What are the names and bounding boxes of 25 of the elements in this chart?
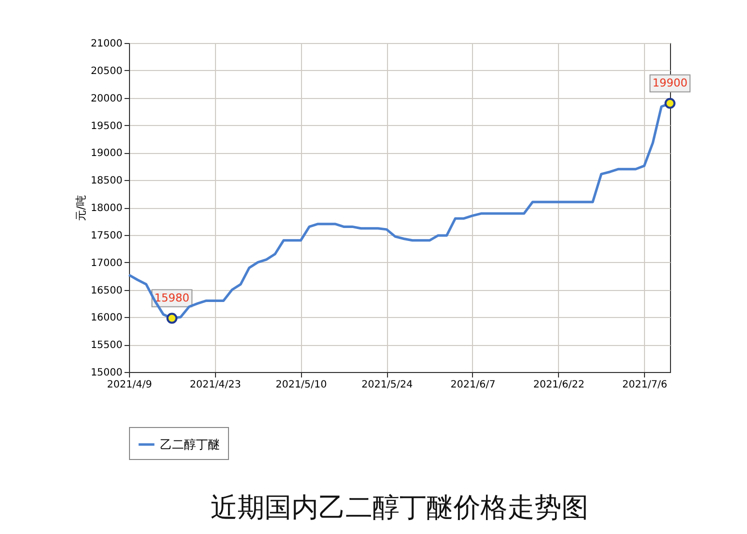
x-tick-label: 2021/4/23 bbox=[190, 380, 242, 390]
x-tick-label: 2021/5/10 bbox=[276, 380, 327, 390]
x-tick-label: 2021/5/24 bbox=[361, 380, 413, 390]
y-tick-label: 16500 bbox=[90, 285, 122, 296]
x-tick-label: 2021/6/22 bbox=[533, 380, 585, 390]
legend-label: 乙二醇丁醚 bbox=[160, 438, 220, 452]
x-tick-label: 2021/4/9 bbox=[107, 380, 152, 390]
y-tick-label: 20000 bbox=[90, 93, 122, 104]
y-tick-label: 19500 bbox=[90, 120, 122, 132]
y-axis-title: 元/吨 bbox=[74, 195, 88, 221]
y-tick-label: 18000 bbox=[90, 203, 122, 214]
data-label: 19900 bbox=[652, 76, 688, 90]
y-tick-label: 20500 bbox=[90, 66, 122, 77]
y-tick-label: 18500 bbox=[90, 176, 122, 187]
y-tick-label: 17000 bbox=[90, 258, 122, 269]
y-tick-label: 17500 bbox=[90, 230, 122, 242]
y-tick-label: 15000 bbox=[90, 368, 122, 378]
x-tick-label: 2021/6/7 bbox=[450, 380, 496, 390]
text: 近期国内乙二醇丁醚价格走势图 bbox=[210, 492, 588, 524]
y-tick-label: 19000 bbox=[90, 148, 122, 160]
y-tick-label: 21000 bbox=[90, 38, 122, 50]
x-tick-label: 2021/7/6 bbox=[622, 380, 668, 390]
y-tick-label: 16000 bbox=[90, 312, 122, 324]
y-tick-label: 15500 bbox=[90, 340, 122, 352]
data-label: 15980 bbox=[154, 291, 190, 304]
